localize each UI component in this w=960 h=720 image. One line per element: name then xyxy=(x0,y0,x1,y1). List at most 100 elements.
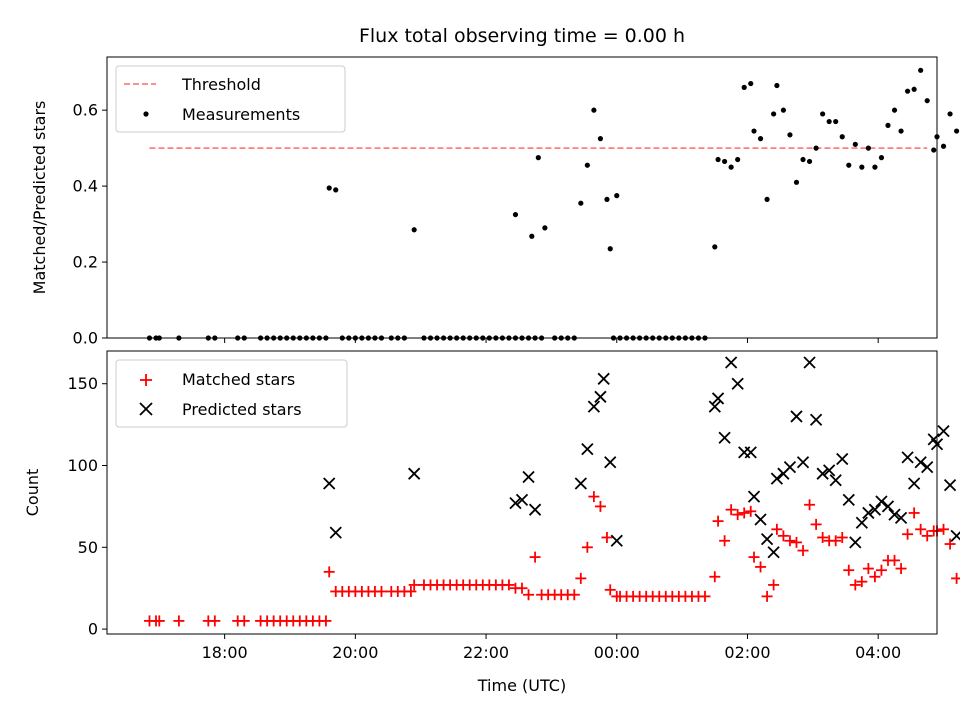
predicted-stars-point xyxy=(767,546,780,559)
x-tick-label: 22:00 xyxy=(463,643,509,662)
predicted-stars-point-b xyxy=(767,546,780,559)
predicted-stars-point xyxy=(770,472,784,485)
ratio-measurement-point xyxy=(535,155,541,161)
matched-stars-point xyxy=(951,572,960,584)
predicted-stars-point-b xyxy=(894,511,908,524)
predicted-stars-point xyxy=(747,490,761,503)
ratio-measurement-point xyxy=(721,158,728,165)
ratio-measurement-point xyxy=(584,162,590,168)
chart-title: Flux total observing time = 0.00 h xyxy=(359,25,685,47)
matched-stars-point xyxy=(594,500,606,512)
ratio-y-tick-label: 0.4 xyxy=(73,177,98,196)
predicted-stars-point xyxy=(816,467,829,480)
ratio-measurement-point xyxy=(865,145,871,151)
predicted-stars-point xyxy=(329,526,342,539)
ratio-panel: 0.0 0.2 0.4 0.6 Matched/Predicted stars Thr… xyxy=(30,56,960,348)
ratio-measurement-point xyxy=(529,233,535,239)
predicted-stars-point xyxy=(515,493,529,506)
predicted-stars-point xyxy=(823,464,836,477)
predicted-stars-point xyxy=(711,392,725,405)
count-y-tick-label: 150 xyxy=(67,374,98,393)
matched-legend-swatch xyxy=(140,374,152,386)
matched-stars-point xyxy=(408,579,420,591)
matched-stars-point xyxy=(790,536,802,548)
ratio-measurement-point xyxy=(741,84,747,90)
ratio-measurement-point xyxy=(712,244,718,250)
predicted-stars-point xyxy=(731,377,744,390)
x-tick-label: 20:00 xyxy=(332,643,378,662)
predicted-legend-swatch xyxy=(139,402,153,416)
matched-stars-point xyxy=(895,563,907,575)
ratio-measurement-point xyxy=(771,111,777,117)
ratio-y-tick-label: 0.0 xyxy=(73,329,98,348)
predicted-stars-point-b xyxy=(711,392,725,405)
predicted-stars-point xyxy=(862,506,875,520)
predicted-stars-point xyxy=(921,461,934,474)
predicted-stars-point xyxy=(597,372,610,385)
predicted-stars-point xyxy=(842,493,855,506)
ratio-measurement-point xyxy=(931,147,937,153)
matched-stars-point xyxy=(712,515,724,527)
predicted-stars-point xyxy=(829,474,842,487)
matched-stars-point xyxy=(768,579,780,591)
predicted-stars-point xyxy=(875,495,888,508)
predicted-stars-point-b xyxy=(836,452,849,466)
ratio-measurement-point xyxy=(878,155,885,161)
matched-stars-point xyxy=(777,530,789,542)
predicted-stars-point-b xyxy=(901,451,914,464)
ratio-measurement-point xyxy=(757,136,764,142)
matched-stars-point xyxy=(849,579,861,591)
predicted-stars-point-b xyxy=(855,516,868,529)
predicted-stars-point xyxy=(907,477,921,490)
measurements-legend-label: Measurements xyxy=(182,105,300,124)
matched-stars-point xyxy=(709,571,721,583)
matched-stars-point xyxy=(938,523,950,535)
predicted-stars-point-b xyxy=(803,356,816,369)
ratio-y-axis-label: Matched/Predicted stars xyxy=(30,101,49,295)
matched-stars-point xyxy=(568,589,580,601)
predicted-stars-point-b xyxy=(574,477,587,490)
matched-stars-point xyxy=(875,564,887,576)
matched-stars-point xyxy=(908,507,920,519)
ratio-measurement-point xyxy=(542,225,548,231)
predicted-stars-point-b xyxy=(790,410,803,423)
predicted-stars-point-b xyxy=(604,456,617,469)
predicted-stars-point-b xyxy=(921,461,934,474)
predicted-stars-point xyxy=(610,534,623,547)
matched-stars-point xyxy=(755,561,767,573)
predicted-stars-point xyxy=(803,356,816,369)
matched-stars-point xyxy=(804,499,816,511)
ratio-measurement-point xyxy=(852,141,858,147)
matched-stars-point xyxy=(957,577,960,580)
predicted-stars-point xyxy=(574,477,587,490)
matched-stars-point xyxy=(784,535,796,547)
predicted-stars-point-b xyxy=(849,536,862,549)
matched-stars-point xyxy=(902,528,914,540)
ratio-measurement-point xyxy=(735,156,741,163)
matched-stars-point xyxy=(797,545,809,557)
ratio-measurement-point xyxy=(764,196,770,202)
predicted-stars-point xyxy=(888,508,901,521)
predicted-stars-point xyxy=(943,479,957,492)
predicted-stars-point xyxy=(914,456,927,469)
predicted-stars-point xyxy=(881,500,895,513)
predicted-stars-point xyxy=(894,511,908,524)
predicted-stars-point xyxy=(724,356,738,369)
predicted-stars-point-b xyxy=(809,413,823,426)
predicted-stars-point xyxy=(587,400,601,413)
predicted-stars-point-b xyxy=(594,390,607,403)
matched-stars-point xyxy=(323,566,335,578)
ratio-measurement-point xyxy=(604,196,610,202)
ratio-measurement-point xyxy=(826,118,832,125)
ratio-y-tick-label: 0.6 xyxy=(73,101,98,120)
predicted-stars-point xyxy=(836,452,849,466)
count-y-axis-label: Count xyxy=(23,469,42,517)
ratio-measurement-point xyxy=(326,185,332,191)
matched-stars-point xyxy=(699,590,711,602)
predicted-stars-point xyxy=(849,536,862,549)
matched-stars-point xyxy=(856,576,868,588)
predicted-stars-point xyxy=(594,390,607,403)
ratio-measurement-point xyxy=(728,164,734,170)
ratio-measurement-point xyxy=(954,128,960,134)
